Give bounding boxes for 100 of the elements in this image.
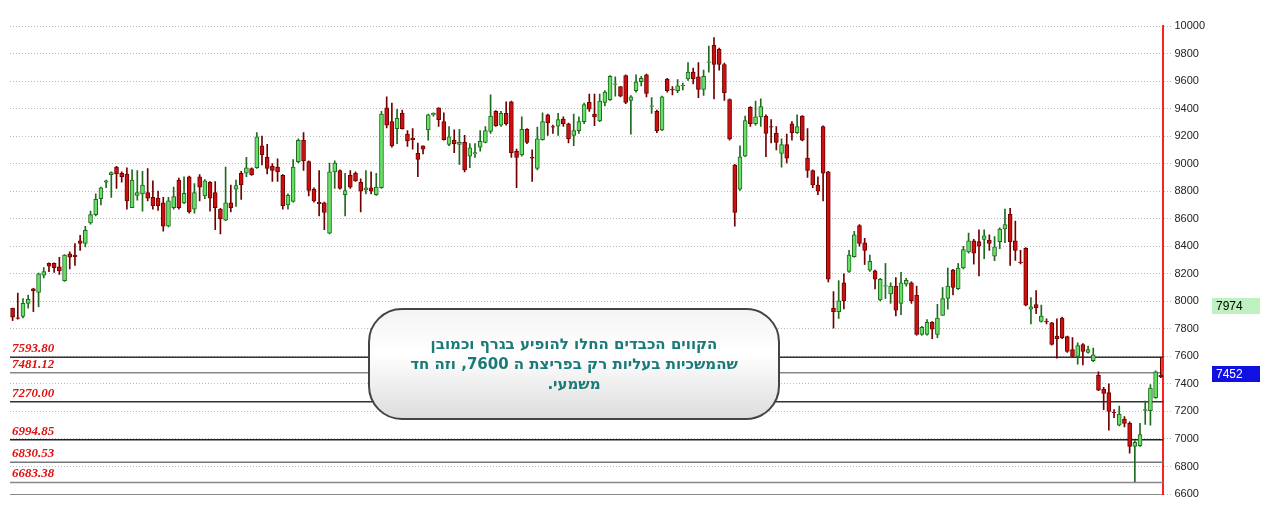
- candlestick: [774, 126, 779, 151]
- ref-line-label: 7481.12: [12, 355, 55, 371]
- candlestick: [114, 166, 119, 189]
- candlestick: [249, 167, 254, 176]
- candlestick: [108, 171, 114, 198]
- candlestick: [483, 126, 488, 144]
- candlestick: [353, 171, 358, 182]
- y-tick-label: 8200: [1174, 266, 1199, 279]
- candlestick: [270, 163, 275, 182]
- candlestick: [327, 162, 332, 235]
- candlestick: [540, 112, 545, 141]
- candlestick: [171, 186, 176, 210]
- candlestick: [77, 234, 83, 251]
- candlestick: [1111, 409, 1117, 418]
- candlestick: [83, 225, 88, 248]
- candlestick: [228, 184, 234, 213]
- candlestick: [914, 285, 919, 336]
- candlestick: [888, 282, 893, 304]
- y-tick-label: 6800: [1174, 459, 1199, 472]
- candlestick: [347, 170, 353, 189]
- y-tick-label: 7600: [1174, 349, 1199, 362]
- candlestick: [805, 128, 810, 178]
- candlestick: [405, 130, 410, 147]
- candlestick: [862, 237, 867, 265]
- y-tick-label: 7200: [1174, 404, 1199, 417]
- candlestick: [1038, 304, 1044, 323]
- candlestick: [831, 291, 836, 329]
- candlestick: [509, 100, 514, 158]
- candlestick: [940, 287, 945, 316]
- candlestick: [670, 86, 675, 96]
- candlestick: [488, 94, 493, 134]
- candlestick: [197, 174, 202, 202]
- y-tick-label: 9800: [1174, 46, 1199, 59]
- y-tick-label: 7000: [1174, 431, 1199, 444]
- ref-line-label: 6683.38: [12, 465, 55, 481]
- candlestick: [218, 208, 223, 235]
- y-tick-label: 10000: [1174, 19, 1206, 32]
- candlestick: [644, 73, 649, 98]
- candlestick: [244, 157, 249, 178]
- candlestick: [748, 106, 753, 127]
- text: 7974: [1212, 298, 1260, 314]
- candlestick: [623, 74, 628, 105]
- y-tick-label: 8600: [1174, 211, 1199, 224]
- candlestick: [935, 303, 940, 339]
- candlestick: [987, 234, 992, 251]
- candlestick: [961, 245, 966, 270]
- y-tick-label: 9200: [1174, 129, 1199, 142]
- candlestick: [1148, 384, 1153, 426]
- candlestick: [727, 98, 732, 141]
- candlestick: [571, 113, 577, 147]
- candlestick: [363, 170, 369, 195]
- candlestick: [799, 115, 805, 142]
- candlestick: [779, 138, 784, 168]
- candlestick: [436, 107, 441, 127]
- candlestick: [514, 148, 519, 189]
- candlestick: [722, 62, 727, 101]
- ref-line-label: 6830.53: [12, 445, 55, 461]
- candlestick: [966, 232, 971, 254]
- candlestick: [145, 168, 151, 202]
- candlestick: [1044, 318, 1049, 325]
- candlestick: [477, 130, 483, 152]
- candlestick: [166, 197, 171, 228]
- candlestick: [701, 69, 706, 96]
- candlestick: [472, 143, 478, 158]
- y-tick-label: 8800: [1174, 184, 1199, 197]
- candlestick: [379, 111, 384, 189]
- candlestick: [561, 116, 566, 127]
- candlestick: [140, 170, 145, 212]
- y-tick-label: 8400: [1174, 239, 1199, 252]
- candlestick: [1101, 386, 1106, 410]
- candlestick: [296, 138, 301, 164]
- candlestick: [192, 183, 197, 214]
- candlestick: [529, 149, 535, 182]
- candlestick: [1018, 250, 1023, 265]
- candlestick: [675, 79, 680, 94]
- candlestick: [1075, 342, 1081, 365]
- candlestick: [1013, 220, 1018, 261]
- candlestick: [992, 236, 997, 262]
- y-tick-label: 9600: [1174, 74, 1199, 87]
- candlestick: [680, 82, 686, 91]
- candlestick: [535, 126, 540, 171]
- candlestick: [836, 280, 842, 319]
- candlestick: [1153, 370, 1158, 399]
- text: 7452: [1212, 366, 1260, 382]
- candlestick: [696, 62, 701, 98]
- candlestick: [1096, 371, 1101, 392]
- candlestick: [753, 100, 758, 126]
- y-tick-label: 7400: [1174, 376, 1199, 389]
- candlestick: [451, 129, 457, 153]
- candlestick: [462, 135, 467, 173]
- ref-line-label: 6994.85: [12, 422, 55, 438]
- candlestick: [88, 210, 93, 225]
- candlestick: [223, 166, 228, 222]
- ref-line-label: 7270.00: [12, 384, 55, 400]
- candlestick: [301, 132, 306, 171]
- candlestick: [36, 272, 41, 308]
- y-tick-label: 7800: [1174, 321, 1199, 334]
- candlestick: [618, 86, 623, 98]
- candlestick: [457, 128, 462, 165]
- candlestick: [62, 254, 67, 282]
